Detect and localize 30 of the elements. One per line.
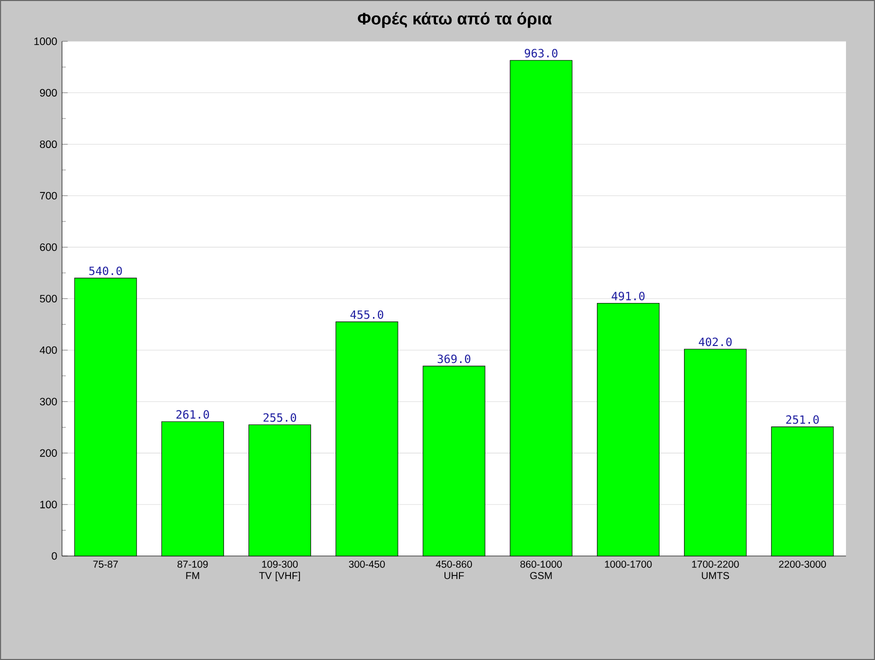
y-tick-label: 800 <box>40 140 57 148</box>
x-tick-label: 450-860 UHF <box>436 560 472 580</box>
data-label: 455.0 <box>350 310 384 319</box>
x-tick-label: 1000-1700 <box>605 560 652 568</box>
chart-title: Φορές κάτω από τα όρια <box>358 12 552 28</box>
data-label: 402.0 <box>698 338 732 346</box>
y-tick-label: 700 <box>40 192 57 200</box>
x-tick-label: 1700-2200 UMTS <box>692 560 739 580</box>
data-label: 491.0 <box>612 292 645 300</box>
y-tick-label: 0 <box>52 552 57 560</box>
y-tick-label: 500 <box>40 294 57 302</box>
data-label: 540.0 <box>89 266 122 276</box>
x-tick-label: 75-87 <box>93 560 118 568</box>
data-label: 255.0 <box>264 413 296 422</box>
x-tick-label: 109-300 TV [VHF] <box>259 560 300 582</box>
y-tick-label: 600 <box>40 243 57 251</box>
data-label: 963.0 <box>524 48 558 58</box>
y-tick-label: 400 <box>40 346 57 354</box>
x-tick-label: 300-450 <box>348 560 385 568</box>
data-label: 251.0 <box>786 415 819 424</box>
y-tick-label: 200 <box>40 449 57 457</box>
data-label: 261.0 <box>176 410 209 419</box>
data-label: 369.0 <box>438 354 470 364</box>
x-tick-label: 2200-3000 <box>779 560 826 568</box>
y-tick-label: 1000 <box>34 38 57 46</box>
x-tick-label: 87-109 FM <box>178 560 208 580</box>
y-tick-label: 300 <box>40 398 57 406</box>
y-tick-label: 900 <box>40 89 57 97</box>
x-tick-label: 860-1000 GSM <box>520 560 562 580</box>
y-tick-label: 100 <box>40 500 57 508</box>
